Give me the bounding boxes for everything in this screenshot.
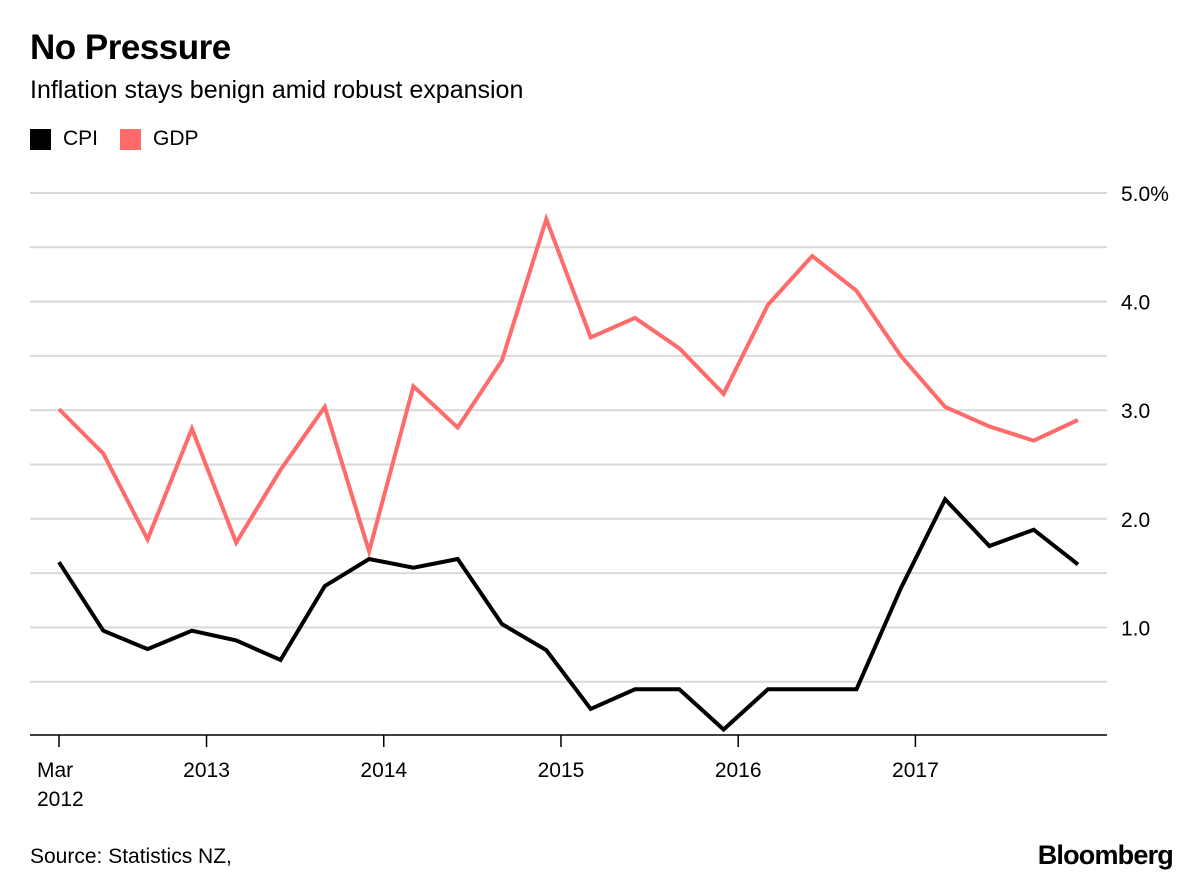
chart-title: No Pressure [30,28,231,67]
chart-subtitle: Inflation stays benign amid robust expan… [30,76,524,104]
bloomberg-logo: Bloomberg [1037,840,1174,870]
legend-item-gdp: GDP [120,127,199,151]
series-line-cpi [57,495,1080,733]
legend-item-cpi: CPI [30,127,98,151]
y-tick-label: 2.0 [1121,509,1150,532]
x-tick-label: Mar [37,759,73,782]
legend-label-cpi: CPI [63,127,99,150]
x-tick-label: 2015 [538,759,585,782]
series-line-gdp [57,212,1079,559]
legend-swatch-cpi [30,128,51,150]
y-tick-label: 4.0 [1121,292,1150,315]
y-tick-label: 1.0 [1121,617,1150,640]
legend-label-gdp: GDP [153,127,199,150]
source-note: Source: Statistics NZ, [30,845,232,868]
x-tick-label: 2017 [892,759,939,782]
x-tick-label: 2016 [715,759,762,782]
legend: CPI GDP [30,127,221,151]
x-tick-label: 2014 [360,759,407,782]
x-tick-label: 2012 [37,788,84,811]
legend-swatch-gdp [120,128,142,150]
y-tick-label: 5.0% [1121,183,1169,206]
y-tick-label: 3.0 [1121,400,1150,423]
x-tick-label: 2013 [183,759,230,782]
